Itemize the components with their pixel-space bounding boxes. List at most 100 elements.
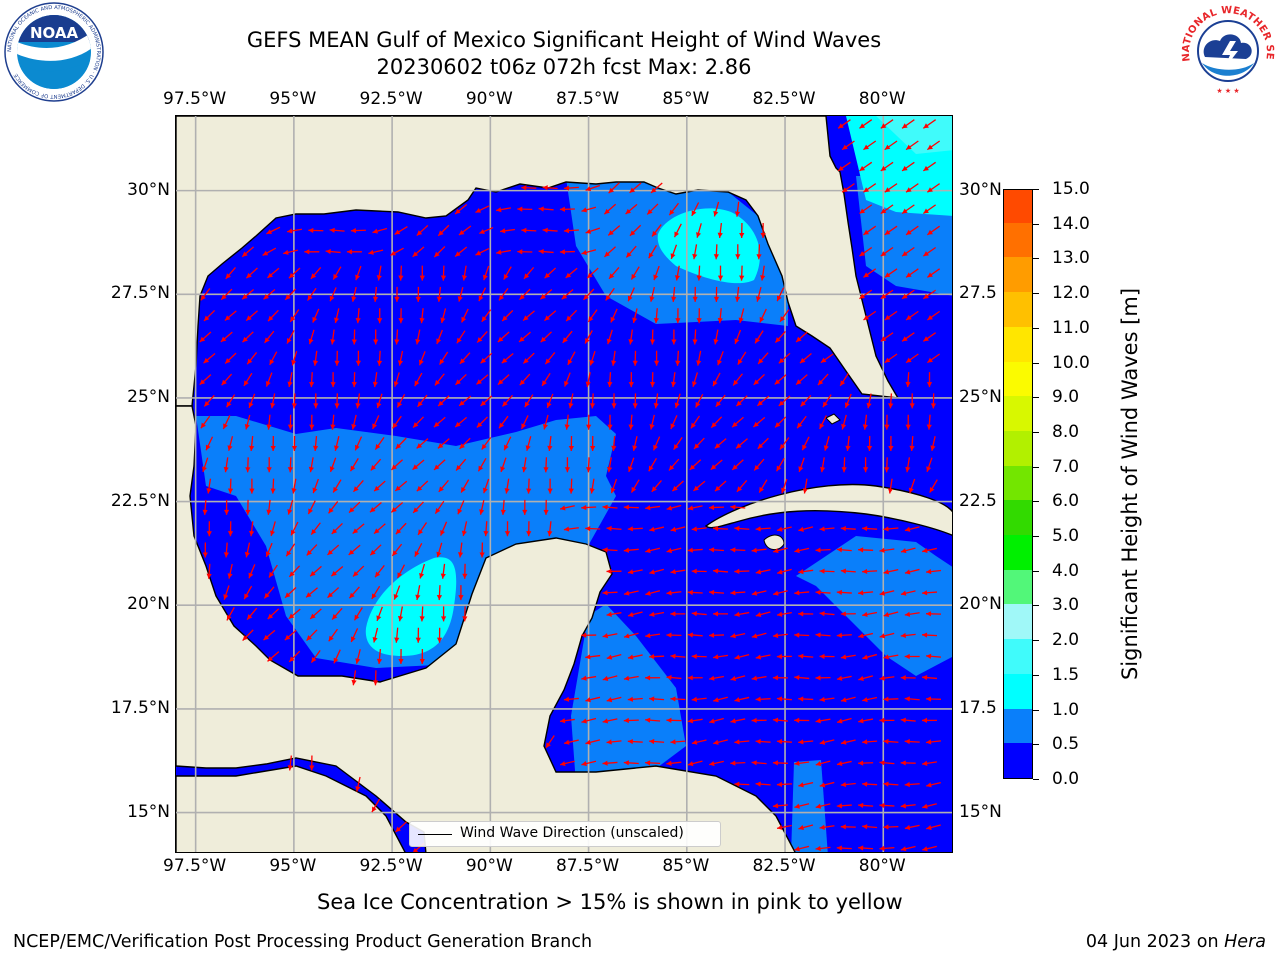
longitude-label-top: 92.5°W [359, 89, 423, 109]
wind-wave-arrow-head [504, 531, 511, 537]
wind-wave-arrow-head [544, 272, 551, 279]
wind-wave-arrow-head [759, 486, 765, 493]
wind-wave-arrow-head [223, 423, 228, 429]
wind-wave-arrow-head [391, 464, 397, 470]
colorbar-segment [1004, 326, 1032, 362]
wind-wave-arrow-head [412, 251, 419, 257]
wind-wave-arrow-head [859, 165, 866, 171]
wind-wave-arrow-head [525, 445, 531, 451]
wind-wave-arrow-head [629, 230, 636, 236]
wind-wave-arrow-head [351, 296, 357, 302]
wind-wave-arrow-head [645, 632, 651, 639]
wind-wave-arrow-head [225, 358, 231, 364]
wind-wave-arrow-head [842, 144, 848, 150]
wind-wave-arrow-head [709, 761, 715, 767]
colorbar-tick-label: 13.0 [1052, 248, 1090, 269]
longitude-label-bottom: 80°W [858, 856, 906, 876]
wind-wave-arrow-head [419, 616, 425, 622]
colorbar-tick [1033, 258, 1039, 260]
wind-wave-arrow-head [730, 504, 736, 510]
legend-line-swatch [418, 834, 452, 835]
wind-wave-arrow-head [270, 530, 276, 536]
wind-wave-arrow-head [819, 696, 825, 702]
wind-wave-arrow-head [456, 465, 462, 471]
wind-wave-arrow-head [416, 443, 423, 449]
wind-wave-arrow-head [692, 296, 698, 302]
wind-wave-arrow-head [862, 424, 868, 430]
wind-wave-arrow-head [328, 507, 334, 514]
wind-wave-arrow-head [757, 400, 763, 406]
latitude-label-right: 27.5 [959, 283, 997, 304]
colorbar-tick [1033, 397, 1039, 399]
wind-wave-arrow-head [265, 551, 271, 557]
wind-wave-arrow-head [373, 680, 379, 686]
wind-wave-arrow-head [547, 530, 553, 537]
wind-wave-arrow-head [755, 337, 760, 344]
wind-wave-arrow-head [291, 403, 297, 409]
wind-wave-arrow-head [815, 803, 822, 809]
wind-wave-arrow-head [632, 317, 638, 323]
wind-wave-arrow-head [730, 718, 736, 724]
wind-wave-arrow-head [589, 359, 595, 366]
wind-wave-arrow-head [922, 590, 928, 596]
wind-wave-arrow-head [666, 590, 672, 596]
wind-wave-arrow-head [370, 549, 376, 556]
wind-wave-arrow-head [652, 230, 658, 237]
wind-wave-arrow-head [334, 317, 340, 324]
wind-wave-arrow-head [717, 275, 724, 281]
wind-wave-arrow-head [736, 400, 742, 407]
wave-zone-1p0-northeast-gulf [657, 208, 760, 284]
longitude-label-bottom: 85°W [662, 856, 710, 876]
wind-wave-arrow-head [820, 357, 827, 363]
wind-wave-arrow-head [567, 359, 573, 365]
wind-wave-arrow-head [649, 738, 655, 745]
wind-wave-arrow-head [840, 380, 846, 386]
wind-wave-arrow-head [751, 547, 757, 553]
wind-wave-arrow-head [883, 738, 889, 745]
colorbar-segment [1004, 465, 1032, 501]
wind-wave-arrow-head [372, 636, 378, 643]
latitude-label-left: 22.5°N [110, 490, 170, 511]
wind-wave-arrow-head [798, 696, 804, 702]
latitude-label-left: 27.5°N [110, 283, 170, 304]
wind-wave-arrow-head [929, 486, 935, 493]
wind-wave-arrow-head [815, 632, 821, 638]
wind-wave-arrow-head [270, 445, 276, 451]
wind-wave-arrow-head [419, 572, 425, 579]
svg-text:★ ★ ★: ★ ★ ★ [1216, 87, 1239, 95]
wind-wave-arrow-head [478, 465, 484, 472]
wind-wave-arrow-head [692, 339, 698, 345]
wind-wave-arrow-head [242, 635, 248, 641]
land-florida-keys [825, 413, 841, 425]
longitude-label-top: 97.5°W [163, 89, 227, 109]
wind-wave-arrow-head [504, 488, 510, 494]
wind-wave-arrow-head [905, 381, 911, 388]
wind-wave-arrow-head [709, 547, 715, 553]
wind-wave-arrow-head [419, 275, 425, 281]
colorbar-segment [1004, 569, 1032, 605]
wind-wave-arrow-head [926, 825, 932, 831]
wind-wave-arrow-head [649, 339, 656, 345]
wind-wave-arrow-head [562, 337, 568, 343]
wind-wave-arrow-head [437, 443, 444, 449]
colorbar-segment [1004, 430, 1032, 466]
wind-wave-arrow-head [840, 525, 846, 532]
wind-wave-arrow-head [632, 445, 638, 451]
colorbar-tick-label: 5.0 [1052, 526, 1080, 547]
wind-wave-arrow-head [772, 803, 779, 809]
wind-wave-arrow-head [922, 803, 928, 809]
wind-wave-arrow-head [734, 611, 740, 617]
wind-wave-arrow-head [755, 781, 761, 787]
wind-wave-arrow-head [794, 548, 800, 554]
wind-wave-arrow-head [841, 467, 847, 473]
latitude-label-right: 30°N [959, 179, 1002, 200]
wind-wave-arrow-head [546, 402, 552, 408]
wind-wave-arrow-head [227, 573, 233, 579]
wind-wave-arrow-head [566, 315, 572, 322]
wind-wave-arrow-head [836, 589, 842, 596]
wind-wave-arrow-head [310, 613, 316, 619]
wind-wave-arrow-head [777, 526, 783, 532]
wind-wave-arrow-head [500, 228, 506, 234]
wind-wave-arrow-head [375, 444, 381, 450]
latitude-label-left: 25°N [127, 386, 170, 407]
